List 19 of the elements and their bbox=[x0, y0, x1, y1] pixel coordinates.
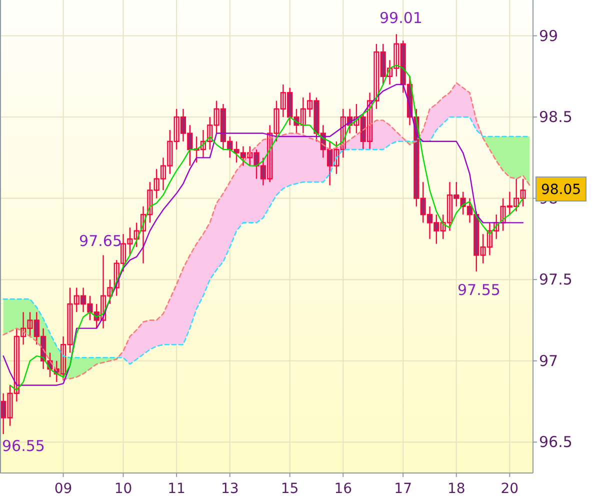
x-tick-label: 10 bbox=[114, 481, 132, 497]
annotation: 97.55 bbox=[458, 281, 500, 299]
x-tick-label: 09 bbox=[54, 481, 72, 497]
y-tick-label: 98.5 bbox=[539, 108, 572, 126]
y-tick-label: 96.5 bbox=[539, 433, 572, 452]
y-tick-label: 97.5 bbox=[539, 270, 572, 289]
annotation: 96.55 bbox=[2, 437, 45, 455]
y-tick-label: 99 bbox=[539, 26, 558, 45]
annotation: 97.65 bbox=[79, 232, 122, 250]
x-tick-label: 17 bbox=[394, 481, 412, 497]
x-tick-label: 20 bbox=[500, 481, 519, 497]
x-tick-label: 18 bbox=[447, 481, 466, 497]
annotation: 99.01 bbox=[380, 9, 422, 27]
x-tick-label: 11 bbox=[168, 481, 186, 497]
x-tick-label: 15 bbox=[280, 481, 299, 497]
x-tick-label: 13 bbox=[220, 481, 239, 497]
x-tick-label: 16 bbox=[334, 481, 352, 497]
text: 98.05 bbox=[540, 182, 582, 198]
y-tick-label: 97 bbox=[539, 352, 558, 370]
